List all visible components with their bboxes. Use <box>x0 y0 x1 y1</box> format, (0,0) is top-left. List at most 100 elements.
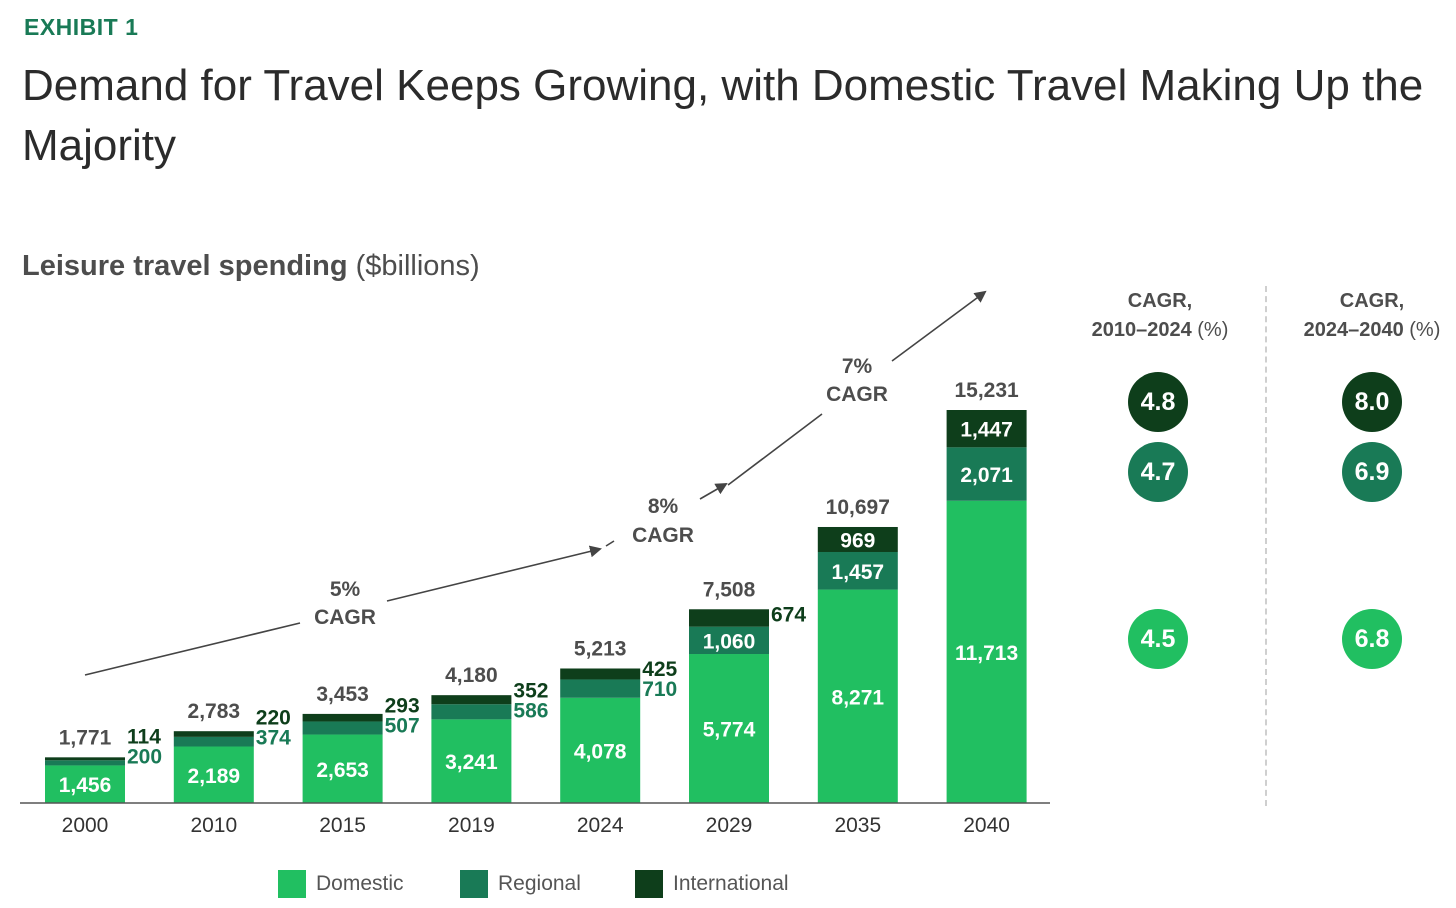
cagr-annotation-3-label: CAGR <box>826 383 888 406</box>
cagr-header-line1: CAGR, <box>1127 290 1193 312</box>
label-domestic-2015: 2,653 <box>316 759 369 782</box>
label-domestic-2000: 1,456 <box>59 774 112 797</box>
bar-domestic-2024 <box>560 697 641 803</box>
label-international-2024: 425 <box>642 658 677 681</box>
legend-swatch-international <box>635 870 663 898</box>
label-total-2000: 1,771 <box>59 726 112 749</box>
legend-swatch-regional <box>460 870 488 898</box>
subtitle-unit: ($billions) <box>347 250 480 282</box>
bar-regional-2015 <box>302 721 383 735</box>
cagr-annotation-1-rate: 5% <box>330 578 361 601</box>
x-tick-2029: 2029 <box>706 814 753 837</box>
label-total-2040: 15,231 <box>954 379 1019 402</box>
cagr-header-period: 2024–2040 <box>1303 319 1404 341</box>
cagr-2024-2040-international: 8.0 <box>1342 372 1402 432</box>
cagr-2010-2024-international: 4.8 <box>1128 372 1188 432</box>
label-domestic-2029: 5,774 <box>703 719 756 742</box>
cagr-header-period: 2010–2024 <box>1091 319 1192 341</box>
cagr-arrow-1-part-b <box>386 545 602 602</box>
bar-international-2000 <box>45 757 125 761</box>
label-total-2010: 2,783 <box>188 700 241 723</box>
cagr-header-2010-2024: CAGR, 2010–2024 (%) <box>1080 287 1240 345</box>
label-international-2015: 293 <box>385 695 420 718</box>
bar-regional-2040 <box>946 447 1027 501</box>
subtitle-main: Leisure travel spending <box>22 250 348 282</box>
cagr-2024-2040-domestic: 6.8 <box>1342 609 1402 669</box>
bar-domestic-2019 <box>431 719 512 803</box>
x-tick-2019: 2019 <box>448 814 495 837</box>
label-regional-2040: 2,071 <box>960 464 1013 487</box>
label-regional-2029: 1,060 <box>703 630 756 653</box>
bar-domestic-2000 <box>45 765 125 803</box>
bar-regional-2035 <box>817 551 898 590</box>
cagr-2010-2024-domestic: 4.5 <box>1128 609 1188 669</box>
bar-international-2019 <box>431 695 512 705</box>
bar-international-2010 <box>173 731 254 737</box>
cagr-header-2024-2040: CAGR, 2024–2040 (%) <box>1292 287 1452 345</box>
cagr-arrow-3-part-b <box>891 290 987 362</box>
bar-international-2040 <box>946 410 1027 448</box>
label-international-2029: 674 <box>771 603 806 626</box>
bar-international-2015 <box>302 713 383 722</box>
label-total-2024: 5,213 <box>574 637 627 660</box>
bar-regional-2000 <box>45 760 125 766</box>
bar-regional-2024 <box>560 679 641 698</box>
cagr-header-unit: (%) <box>1403 319 1441 341</box>
label-regional-2024: 710 <box>642 678 677 701</box>
label-international-2040: 1,447 <box>960 419 1013 442</box>
label-regional-2000: 200 <box>127 745 162 768</box>
cagr-arrow-3-part-a <box>727 413 823 486</box>
label-regional-2035: 1,457 <box>832 561 885 584</box>
label-domestic-2019: 3,241 <box>445 751 498 774</box>
x-tick-2040: 2040 <box>963 814 1010 837</box>
cagr-header-unit: (%) <box>1191 319 1229 341</box>
legend-label: Regional <box>498 872 581 895</box>
bar-domestic-2015 <box>302 734 383 803</box>
label-total-2015: 3,453 <box>316 683 369 706</box>
label-international-2035: 969 <box>840 529 875 552</box>
label-domestic-2040: 11,713 <box>955 642 1018 665</box>
label-international-2019: 352 <box>513 679 548 702</box>
x-tick-2035: 2035 <box>834 814 881 837</box>
bar-international-2035 <box>817 526 898 552</box>
label-domestic-2024: 4,078 <box>574 740 627 763</box>
bar-regional-2010 <box>173 736 254 747</box>
bar-international-2029 <box>689 609 769 627</box>
bar-international-2024 <box>560 668 641 680</box>
label-total-2029: 7,508 <box>703 578 756 601</box>
cagr-header-line1: CAGR, <box>1339 290 1405 312</box>
cagr-arrow-2-tail <box>605 540 615 547</box>
legend-swatch-domestic <box>278 870 306 898</box>
label-domestic-2010: 2,189 <box>188 765 241 788</box>
cagr-2010-2024-regional: 4.7 <box>1128 442 1188 502</box>
label-regional-2015: 507 <box>385 715 420 738</box>
bar-domestic-2029 <box>689 654 769 803</box>
cagr-arrow-2-head <box>699 483 728 500</box>
bar-regional-2029 <box>689 626 769 655</box>
cagr-divider <box>1265 286 1267 806</box>
label-international-2000: 114 <box>127 725 161 748</box>
page-title: Demand for Travel Keeps Growing, with Do… <box>22 61 1424 170</box>
x-tick-2010: 2010 <box>190 814 237 837</box>
bar-domestic-2040 <box>946 500 1027 803</box>
cagr-annotation-3-rate: 7% <box>842 355 873 378</box>
cagr-annotation-1-label: CAGR <box>314 606 376 629</box>
cagr-annotation-2-rate: 8% <box>648 495 679 518</box>
label-regional-2010: 374 <box>256 727 291 750</box>
label-international-2010: 220 <box>256 707 291 730</box>
bar-domestic-2035 <box>817 589 898 803</box>
bar-domestic-2010 <box>173 746 254 803</box>
label-total-2035: 10,697 <box>826 496 890 519</box>
x-tick-2024: 2024 <box>577 814 624 837</box>
label-regional-2019: 586 <box>513 699 548 722</box>
legend-domestic: Domestic <box>278 868 404 900</box>
legend-label: Domestic <box>316 872 404 895</box>
cagr-arrow-1-part-a <box>84 622 301 676</box>
cagr-2024-2040-regional: 6.9 <box>1342 442 1402 502</box>
x-tick-2015: 2015 <box>319 814 366 837</box>
legend-regional: Regional <box>460 868 581 900</box>
bar-regional-2019 <box>431 704 512 720</box>
x-tick-2000: 2000 <box>62 814 109 837</box>
label-domestic-2035: 8,271 <box>832 686 885 709</box>
